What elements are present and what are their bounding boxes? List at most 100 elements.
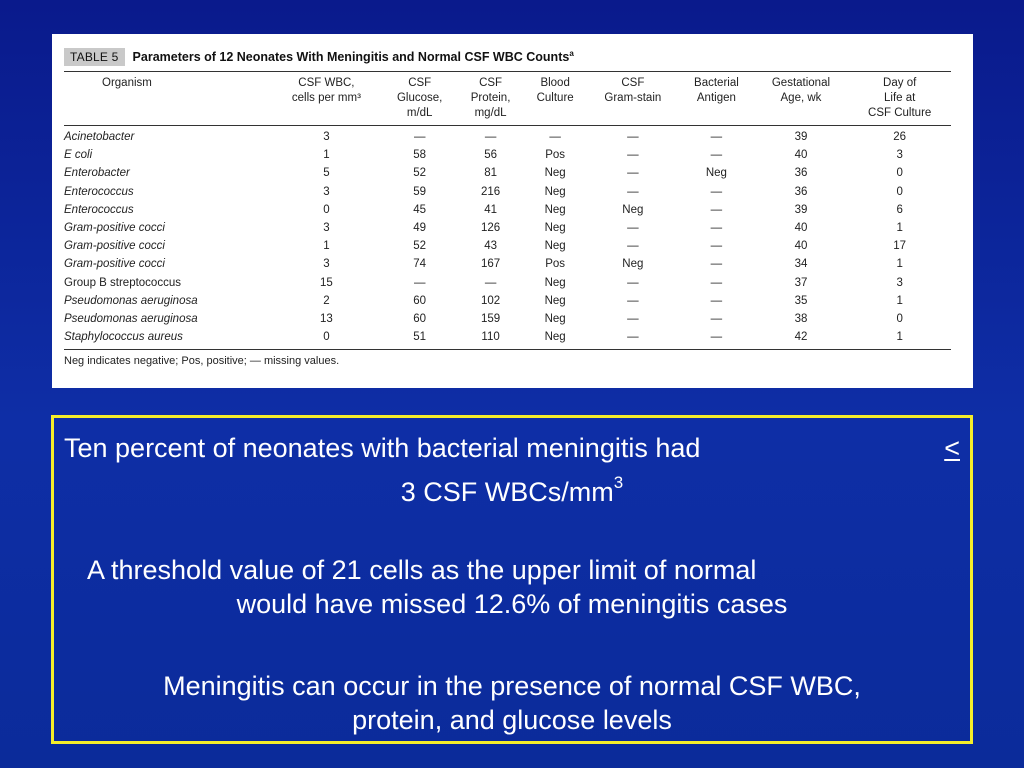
cell-gestational-age: 40 (794, 149, 808, 162)
cell-organism: Pseudomonas aeruginosa (64, 313, 198, 326)
cell-csf-glucose: 52 (413, 167, 427, 180)
cell-csf-wbc: 3 (323, 131, 330, 143)
paragraph-3-line-2: protein, and glucose levels (352, 705, 672, 735)
cell-csf-wbc: 5 (323, 167, 330, 180)
cell-organism: Staphylococcus aureus (64, 331, 183, 344)
cell-gestational-age: 38 (794, 313, 808, 326)
table-body: Acinetobacter 3— — — — —39 26 E coli 1 58 56 Pos — —4… (64, 126, 951, 347)
cell-blood-culture: Neg (544, 222, 566, 235)
table-row: Gram-positive cocci 3 49 126 Neg — — 40 1 (64, 219, 951, 237)
cell-csf-wbc: 15 (320, 276, 333, 289)
cell-csf-wbc: 3 (323, 185, 330, 198)
cell-csf-gram-stain: — (627, 149, 639, 162)
cell-csf-gram-stain: Neg (622, 258, 644, 271)
data-table: Organism CSF WBC, cells per mm³ CSF Glucos… (64, 72, 951, 346)
cell-csf-wbc: 0 (323, 203, 330, 216)
paragraph-2-line-2: would have missed 12.6% of meningitis ca… (236, 589, 788, 619)
table-label: TABLE 5 (64, 48, 125, 66)
table-row: Gram-positive cocci 1 52 43 Neg — — 40 17 (64, 237, 951, 255)
cell-csf-gram-stain: Neg (622, 203, 644, 216)
cell-gestational-age: 40 (794, 222, 808, 235)
table-image: TABLE 5 Parameters of 12 Neonates With M… (52, 34, 973, 388)
cell-csf-gram-stain: — (627, 313, 639, 326)
cell-day-of-life: 0 (896, 313, 903, 326)
table-title-text: Parameters of 12 Neonates With Meningiti… (132, 50, 570, 64)
cell-csf-protein: — (484, 276, 497, 289)
cell-blood-culture: Pos (545, 149, 566, 162)
cell-csf-protein: 102 (480, 294, 501, 307)
cell-csf-gram-stain: — (627, 240, 639, 253)
cell-blood-culture: Neg (544, 313, 566, 326)
cell-csf-gram-stain: — (627, 222, 639, 235)
cell-organism: Enterococcus (64, 203, 134, 216)
cell-bacterial-antigen: — (710, 258, 723, 271)
table-row: Gram-positive cocci 3 74 167 Pos Neg — 34 1 (64, 255, 951, 273)
cell-blood-culture: Neg (544, 167, 566, 180)
table-row: Enterococcus 3 59 216 Neg — — 36 0 (64, 183, 951, 201)
cell-blood-culture: Neg (544, 185, 566, 198)
cell-csf-glucose: 52 (413, 240, 427, 253)
cell-csf-gram-stain: — (627, 167, 639, 180)
cell-bacterial-antigen: — (710, 185, 723, 198)
cell-csf-gram-stain: — (627, 276, 639, 289)
cell-gestational-age: 39 (794, 131, 808, 143)
column-header-blood-culture: Blood Culture (523, 72, 587, 126)
cell-organism: Acinetobacter (64, 131, 135, 143)
table-title: Parameters of 12 Neonates With Meningiti… (133, 49, 574, 64)
cell-csf-glucose: 51 (413, 331, 427, 344)
cell-blood-culture: Neg (544, 331, 566, 344)
table-row: Enterobacter 5 52 81 Neg — Neg 36 0 (64, 164, 951, 182)
cell-blood-culture: Pos (545, 258, 566, 271)
cell-day-of-life: 1 (896, 222, 903, 235)
cell-organism: Gram-positive cocci (64, 222, 165, 235)
cell-csf-protein: 110 (481, 331, 500, 344)
cell-csf-protein: 159 (480, 313, 501, 326)
cell-csf-wbc: 1 (323, 149, 330, 162)
cell-day-of-life: 3 (896, 149, 903, 162)
cell-bacterial-antigen: — (710, 313, 723, 326)
cell-organism: Gram-positive cocci (64, 240, 165, 253)
cell-bacterial-antigen: — (710, 222, 723, 235)
cell-csf-gram-stain: — (627, 131, 639, 143)
column-header-day-of-life: Day of Life at CSF Culture (848, 72, 951, 126)
cell-gestational-age: 40 (794, 240, 808, 253)
paragraph-2-line-1: A threshold value of 21 cells as the upp… (87, 555, 757, 585)
cell-csf-protein: 43 (484, 240, 497, 253)
table-footnote: Neg indicates negative; Pos, positive; —… (64, 355, 340, 368)
cell-csf-wbc: 1 (323, 240, 330, 253)
cell-bacterial-antigen: Neg (705, 167, 727, 180)
cell-gestational-age: 34 (794, 258, 808, 271)
paragraph-1-line-2: 3 CSF WBCs/mm3 (54, 470, 970, 508)
cell-csf-protein: 56 (484, 149, 497, 162)
cell-csf-gram-stain: — (627, 185, 639, 198)
cell-csf-gram-stain: — (627, 331, 639, 344)
cell-csf-gram-stain: — (627, 294, 639, 307)
cell-bacterial-antigen: — (710, 294, 723, 307)
cell-blood-culture: Neg (544, 276, 566, 289)
cell-gestational-age: 35 (794, 294, 808, 307)
cell-gestational-age: 39 (794, 203, 808, 216)
table-title-superscript: a (569, 48, 574, 58)
cell-csf-protein: — (484, 131, 497, 143)
cell-bacterial-antigen: — (710, 276, 723, 289)
column-header-csf-gram-stain: CSF Gram-stain (586, 72, 680, 126)
cell-blood-culture: — (549, 131, 561, 143)
column-header-bacterial-antigen: Bacterial Antigen (679, 72, 754, 126)
cell-day-of-life: 3 (896, 276, 903, 289)
cell-day-of-life: 0 (896, 185, 903, 198)
cell-blood-culture: Neg (544, 203, 566, 216)
cell-day-of-life: 6 (896, 203, 903, 216)
cell-csf-glucose: 49 (413, 222, 427, 235)
cell-csf-protein: 81 (484, 167, 497, 180)
cell-csf-protein: 167 (480, 258, 501, 271)
cell-bacterial-antigen: — (710, 240, 723, 253)
cell-day-of-life: 1 (896, 258, 903, 271)
cell-csf-wbc: 2 (323, 294, 330, 307)
cell-day-of-life: 1 (896, 294, 903, 307)
paragraph-3-line-1: Meningitis can occur in the presence of … (163, 671, 861, 701)
table-row: Pseudomonas aeruginosa 2 60 102 Neg — — 35 1 (64, 292, 951, 310)
cell-csf-glucose: 60 (413, 313, 427, 326)
table-top-rule (64, 71, 951, 72)
table-row: Enterococcus 0 45 41 Neg Neg — 39 6 (64, 201, 951, 219)
cell-gestational-age: 42 (794, 331, 808, 344)
